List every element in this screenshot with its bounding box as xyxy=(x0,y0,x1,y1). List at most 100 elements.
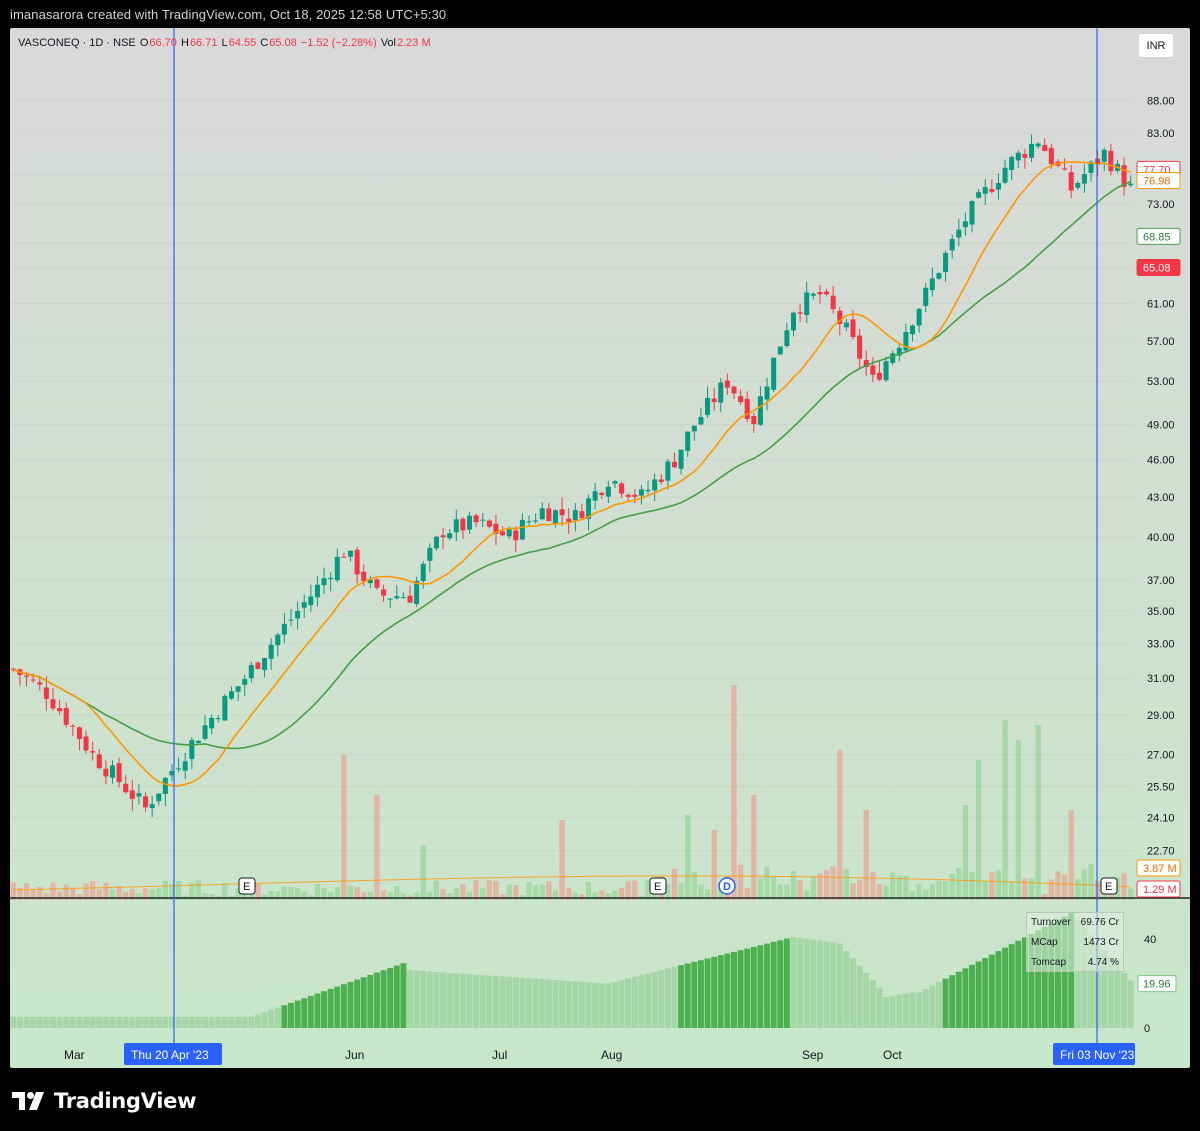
price-badge-label: 3.87 M xyxy=(1143,863,1177,875)
tradingview-logo[interactable]: TradingView xyxy=(12,1086,196,1116)
indicator-bar xyxy=(506,976,513,1028)
indicator-bar xyxy=(777,940,784,1028)
volume-bar xyxy=(850,883,856,900)
candle-body xyxy=(407,595,413,603)
volume-bar xyxy=(632,880,638,900)
indicator-bar xyxy=(1074,920,1081,1028)
low-label: L xyxy=(221,37,228,49)
volume-bar xyxy=(473,880,479,900)
indicator-bar xyxy=(56,1016,63,1028)
chart-canvas[interactable]: 6040019.96 88.0083.0073.0061.0057.0053.0… xyxy=(10,28,1190,1068)
dividend-marker-icon[interactable] xyxy=(718,877,736,895)
indicator-tick-label: 0 xyxy=(1144,1023,1150,1035)
ma-fast-line xyxy=(12,161,1131,787)
candle-body xyxy=(645,489,651,492)
indicator-bar xyxy=(823,941,830,1028)
volume-bar xyxy=(142,888,149,900)
price-tick-label: 31.00 xyxy=(1147,673,1175,685)
x-axis-label: Mar xyxy=(64,1048,85,1062)
volume-bar xyxy=(936,880,942,900)
earnings-marker-icon[interactable] xyxy=(1100,877,1118,895)
price-tick-label: 37.00 xyxy=(1147,575,1175,587)
indicator-bar xyxy=(175,1016,182,1028)
volume-bar xyxy=(764,867,770,900)
volume-bar xyxy=(334,887,340,900)
indicator-bar xyxy=(400,963,407,1028)
candle-body xyxy=(189,740,195,759)
indicator-bar xyxy=(645,973,652,1028)
candle-body xyxy=(129,790,135,799)
volume-bar xyxy=(328,892,334,900)
indicator-bar xyxy=(334,986,341,1028)
earnings-marker-icon[interactable] xyxy=(238,877,256,895)
volume-bar xyxy=(896,875,902,900)
candle-body xyxy=(559,509,565,516)
indicator-bar xyxy=(440,972,447,1028)
volume-bar xyxy=(1042,894,1048,900)
volume-bar xyxy=(790,870,797,900)
candle-body xyxy=(473,515,479,523)
volume-bar xyxy=(1015,740,1021,900)
candle-body xyxy=(632,494,638,497)
candle-body xyxy=(705,397,711,416)
volume-bar xyxy=(1068,810,1074,900)
candle-body xyxy=(30,679,36,681)
indicator-bar xyxy=(684,963,691,1028)
indicator-bar xyxy=(248,1016,255,1028)
indicator-bar xyxy=(869,980,876,1028)
indicator-bar xyxy=(420,971,427,1028)
candle-body xyxy=(248,665,254,679)
indicator-bar xyxy=(83,1016,90,1028)
indicator-bar xyxy=(757,945,764,1028)
event-marker-label: E xyxy=(243,881,250,893)
info-value: 69.76 Cr xyxy=(1080,917,1119,928)
volume-bar xyxy=(76,894,83,900)
open-value: 66.70 xyxy=(149,37,177,49)
volume-bar xyxy=(63,884,69,900)
indicator-bar xyxy=(1088,935,1094,1028)
volume-bar xyxy=(513,885,519,900)
volume-bar xyxy=(90,881,96,900)
volume-bar xyxy=(1048,879,1054,900)
volume-ma-line xyxy=(13,875,1131,891)
candle-body xyxy=(1068,172,1074,191)
indicator-bar xyxy=(63,1016,70,1028)
indicator-bar xyxy=(631,976,638,1028)
indicator-bar xyxy=(1081,927,1088,1028)
volume-bar xyxy=(195,880,202,900)
candle-body xyxy=(784,330,790,347)
volume-bar xyxy=(294,888,301,900)
volume-bar xyxy=(222,883,228,900)
indicator-bar xyxy=(783,938,790,1028)
currency-button[interactable]: INR xyxy=(1138,33,1174,58)
indicator-bar xyxy=(731,951,737,1028)
chart-area[interactable]: 6040019.96 88.0083.0073.0061.0057.0053.0… xyxy=(10,28,1190,1068)
indicator-bar xyxy=(307,995,314,1028)
volume-bar xyxy=(367,892,373,900)
candle-body xyxy=(43,687,49,699)
volume-bar xyxy=(387,891,393,900)
indicator-bar xyxy=(605,983,612,1028)
candle-body xyxy=(10,668,16,670)
info-value: 4.74 % xyxy=(1087,957,1119,968)
indicator-bar xyxy=(810,939,817,1028)
indicator-bar xyxy=(625,978,632,1028)
candle-body xyxy=(341,556,347,558)
indicator-bar xyxy=(876,987,883,1028)
volume-bar xyxy=(56,891,63,900)
volume-bar xyxy=(268,890,274,900)
candle-body xyxy=(519,519,525,540)
volume-bar xyxy=(480,888,486,900)
candle-body xyxy=(83,736,89,751)
candle-body xyxy=(724,380,730,388)
indicator-bar xyxy=(843,950,850,1028)
info-label: Tomcap xyxy=(1031,957,1067,968)
candle-body xyxy=(308,596,314,606)
indicator-bar xyxy=(962,968,969,1028)
price-tick-label: 35.00 xyxy=(1147,606,1175,618)
volume-bar xyxy=(1075,879,1081,900)
volume-bar xyxy=(1022,878,1028,900)
earnings-marker-icon[interactable] xyxy=(649,877,667,895)
candle-body xyxy=(70,725,76,727)
candle-body xyxy=(790,312,797,331)
